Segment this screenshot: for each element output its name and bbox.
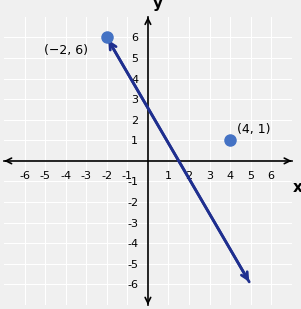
Text: (4, 1): (4, 1) [237,123,271,136]
Text: (−2, 6): (−2, 6) [44,44,88,57]
X-axis label: x: x [293,180,301,195]
Y-axis label: y: y [153,0,163,11]
